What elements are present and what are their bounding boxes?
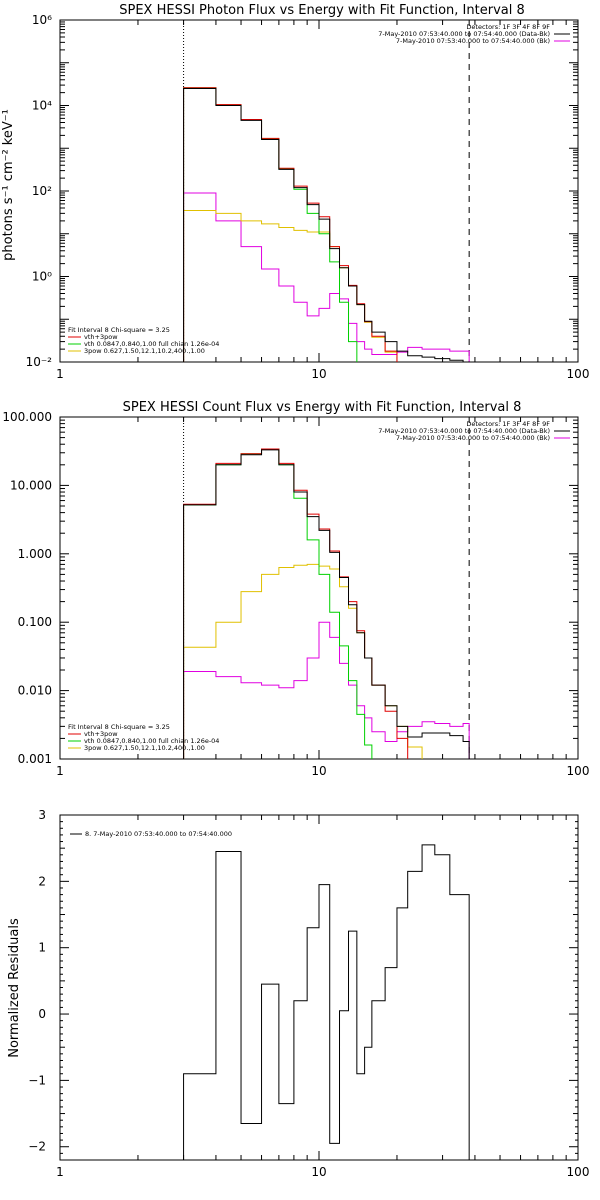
x-tick-label: 10: [311, 1165, 326, 1179]
legend: 8. 7-May-2010 07:53:40.000 to 07:54:40.0…: [70, 830, 232, 838]
x-tick-label: 10: [311, 367, 326, 381]
legend-line: 8. 7-May-2010 07:53:40.000 to 07:54:40.0…: [85, 830, 232, 838]
y-tick-label: 0.010: [18, 684, 52, 698]
panel3-frame: [59, 814, 579, 1161]
panel2-title: SPEX HESSI Count Flux vs Energy with Fit…: [123, 400, 522, 415]
count-flux-panel: SPEX HESSI Count Flux vs Energy with Fit…: [2, 400, 590, 778]
panel2-frame: [59, 416, 579, 760]
residuals-panel: Normalized Residuals 1 10 100 −2 −1 0 1 2 3 8. 7-…: [7, 808, 589, 1179]
panel1-title: SPEX HESSI Photon Flux vs Energy with Fi…: [119, 3, 525, 18]
legend-header: Detectors: 1F 3F 4F 8F 9F7-May-2010 07:5…: [378, 420, 570, 442]
series-8-7-may-2010-07-53-40-000-to-07-54-40-000-line: [183, 844, 470, 1160]
y-tick-label: 0.100: [18, 615, 52, 629]
legend-fit-line: Fit Interval 8 Chi-square = 3.25: [68, 723, 170, 731]
y-tick-label: 10²: [32, 184, 52, 198]
y-tick-label: 1: [38, 941, 46, 955]
y-tick-label: 0: [38, 1007, 46, 1021]
legend-fit: Fit Interval 8 Chi-square = 3.25vth+3pow…: [68, 723, 219, 752]
legend-header-line: Detectors: 1F 3F 4F 8F 9F: [466, 23, 550, 31]
y-tick-label: 1.000: [18, 547, 52, 561]
x-tick-label: 100: [567, 764, 590, 778]
y-ticks: −2 −1 0 1 2 3: [28, 808, 578, 1161]
y-tick-label: 100.000: [2, 410, 52, 424]
y-tick-label: 0.001: [18, 752, 52, 766]
y-tick-label: 10⁰: [32, 270, 52, 284]
y-tick-label: 10⁶: [32, 13, 52, 27]
x-tick-label: 100: [567, 367, 590, 381]
legend-fit: Fit Interval 8 Chi-square = 3.25vth+3pow…: [68, 326, 219, 355]
y-tick-label: 3: [38, 808, 46, 822]
legend-fit-line: vth 0.0847,0.840,1.00 full chian 1.26e-0…: [84, 737, 219, 745]
legend-header-line: 7-May-2010 07:53:40.000 to 07:54:40.000 …: [378, 30, 550, 38]
series-3pow-line: [183, 209, 398, 362]
legend-header-line: Detectors: 1F 3F 4F 8F 9F: [466, 420, 550, 428]
y-ticks: 10⁻² 10⁰ 10² 10⁴ 10⁶: [26, 13, 578, 369]
legend-fit-line: vth+3pow: [84, 730, 118, 738]
x-tick-label: 1: [56, 1165, 64, 1179]
x-ticks: 1 10 100: [56, 815, 589, 1179]
x-tick-label: 1: [56, 367, 64, 381]
panel3-y-label: Normalized Residuals: [7, 918, 22, 1058]
legend-header-line: 7-May-2010 07:53:40.000 to 07:54:40.000 …: [396, 37, 550, 45]
series-group: [183, 87, 470, 362]
series-3pow-line: [183, 563, 423, 759]
legend-header: Detectors: 1F 3F 4F 8F 9F7-May-2010 07:5…: [378, 23, 570, 45]
legend-header-line: 7-May-2010 07:53:40.000 to 07:54:40.000 …: [378, 427, 550, 435]
series-vth-line: [183, 448, 373, 759]
series-vth-3pow-line: [183, 448, 409, 759]
legend-fit-line: vth+3pow: [84, 333, 118, 341]
x-tick-label: 1: [56, 764, 64, 778]
y-tick-label: 10.000: [10, 478, 52, 492]
legend-fit-line: Fit Interval 8 Chi-square = 3.25: [68, 326, 170, 334]
legend-fit-line: 3pow 0.627,1.50,12.1,10.2,400.,1.00: [84, 744, 205, 752]
photon-flux-panel: SPEX HESSI Photon Flux vs Energy with Fi…: [1, 3, 589, 381]
legend-fit-line: 3pow 0.627,1.50,12.1,10.2,400.,1.00: [84, 347, 205, 355]
series-group: [183, 844, 470, 1160]
y-tick-label: −1: [28, 1073, 46, 1087]
panel1-y-label: photons s⁻¹ cm⁻² keV⁻¹: [1, 109, 16, 261]
series-bk-line: [183, 621, 470, 759]
x-ticks: 1 10 100: [56, 20, 589, 381]
y-tick-label: 10⁻²: [26, 355, 53, 369]
y-tick-label: 2: [38, 874, 46, 888]
y-tick-label: 10⁴: [32, 99, 52, 113]
series-group: [183, 448, 470, 759]
legend-fit-line: vth 0.0847,0.840,1.00 full chian 1.26e-0…: [84, 340, 219, 348]
y-tick-label: −2: [28, 1140, 46, 1154]
series-data-bk-line: [183, 87, 470, 362]
series-vth-3pow-line: [183, 87, 398, 362]
series-bk-line: [183, 192, 470, 362]
x-tick-label: 100: [567, 1165, 590, 1179]
legend-header-line: 7-May-2010 07:53:40.000 to 07:54:40.000 …: [396, 434, 550, 442]
series-data-bk-line: [183, 449, 470, 759]
x-tick-label: 10: [311, 764, 326, 778]
y-ticks: 0.001 0.010 0.100 1.000 10.000 100.000: [2, 410, 578, 766]
